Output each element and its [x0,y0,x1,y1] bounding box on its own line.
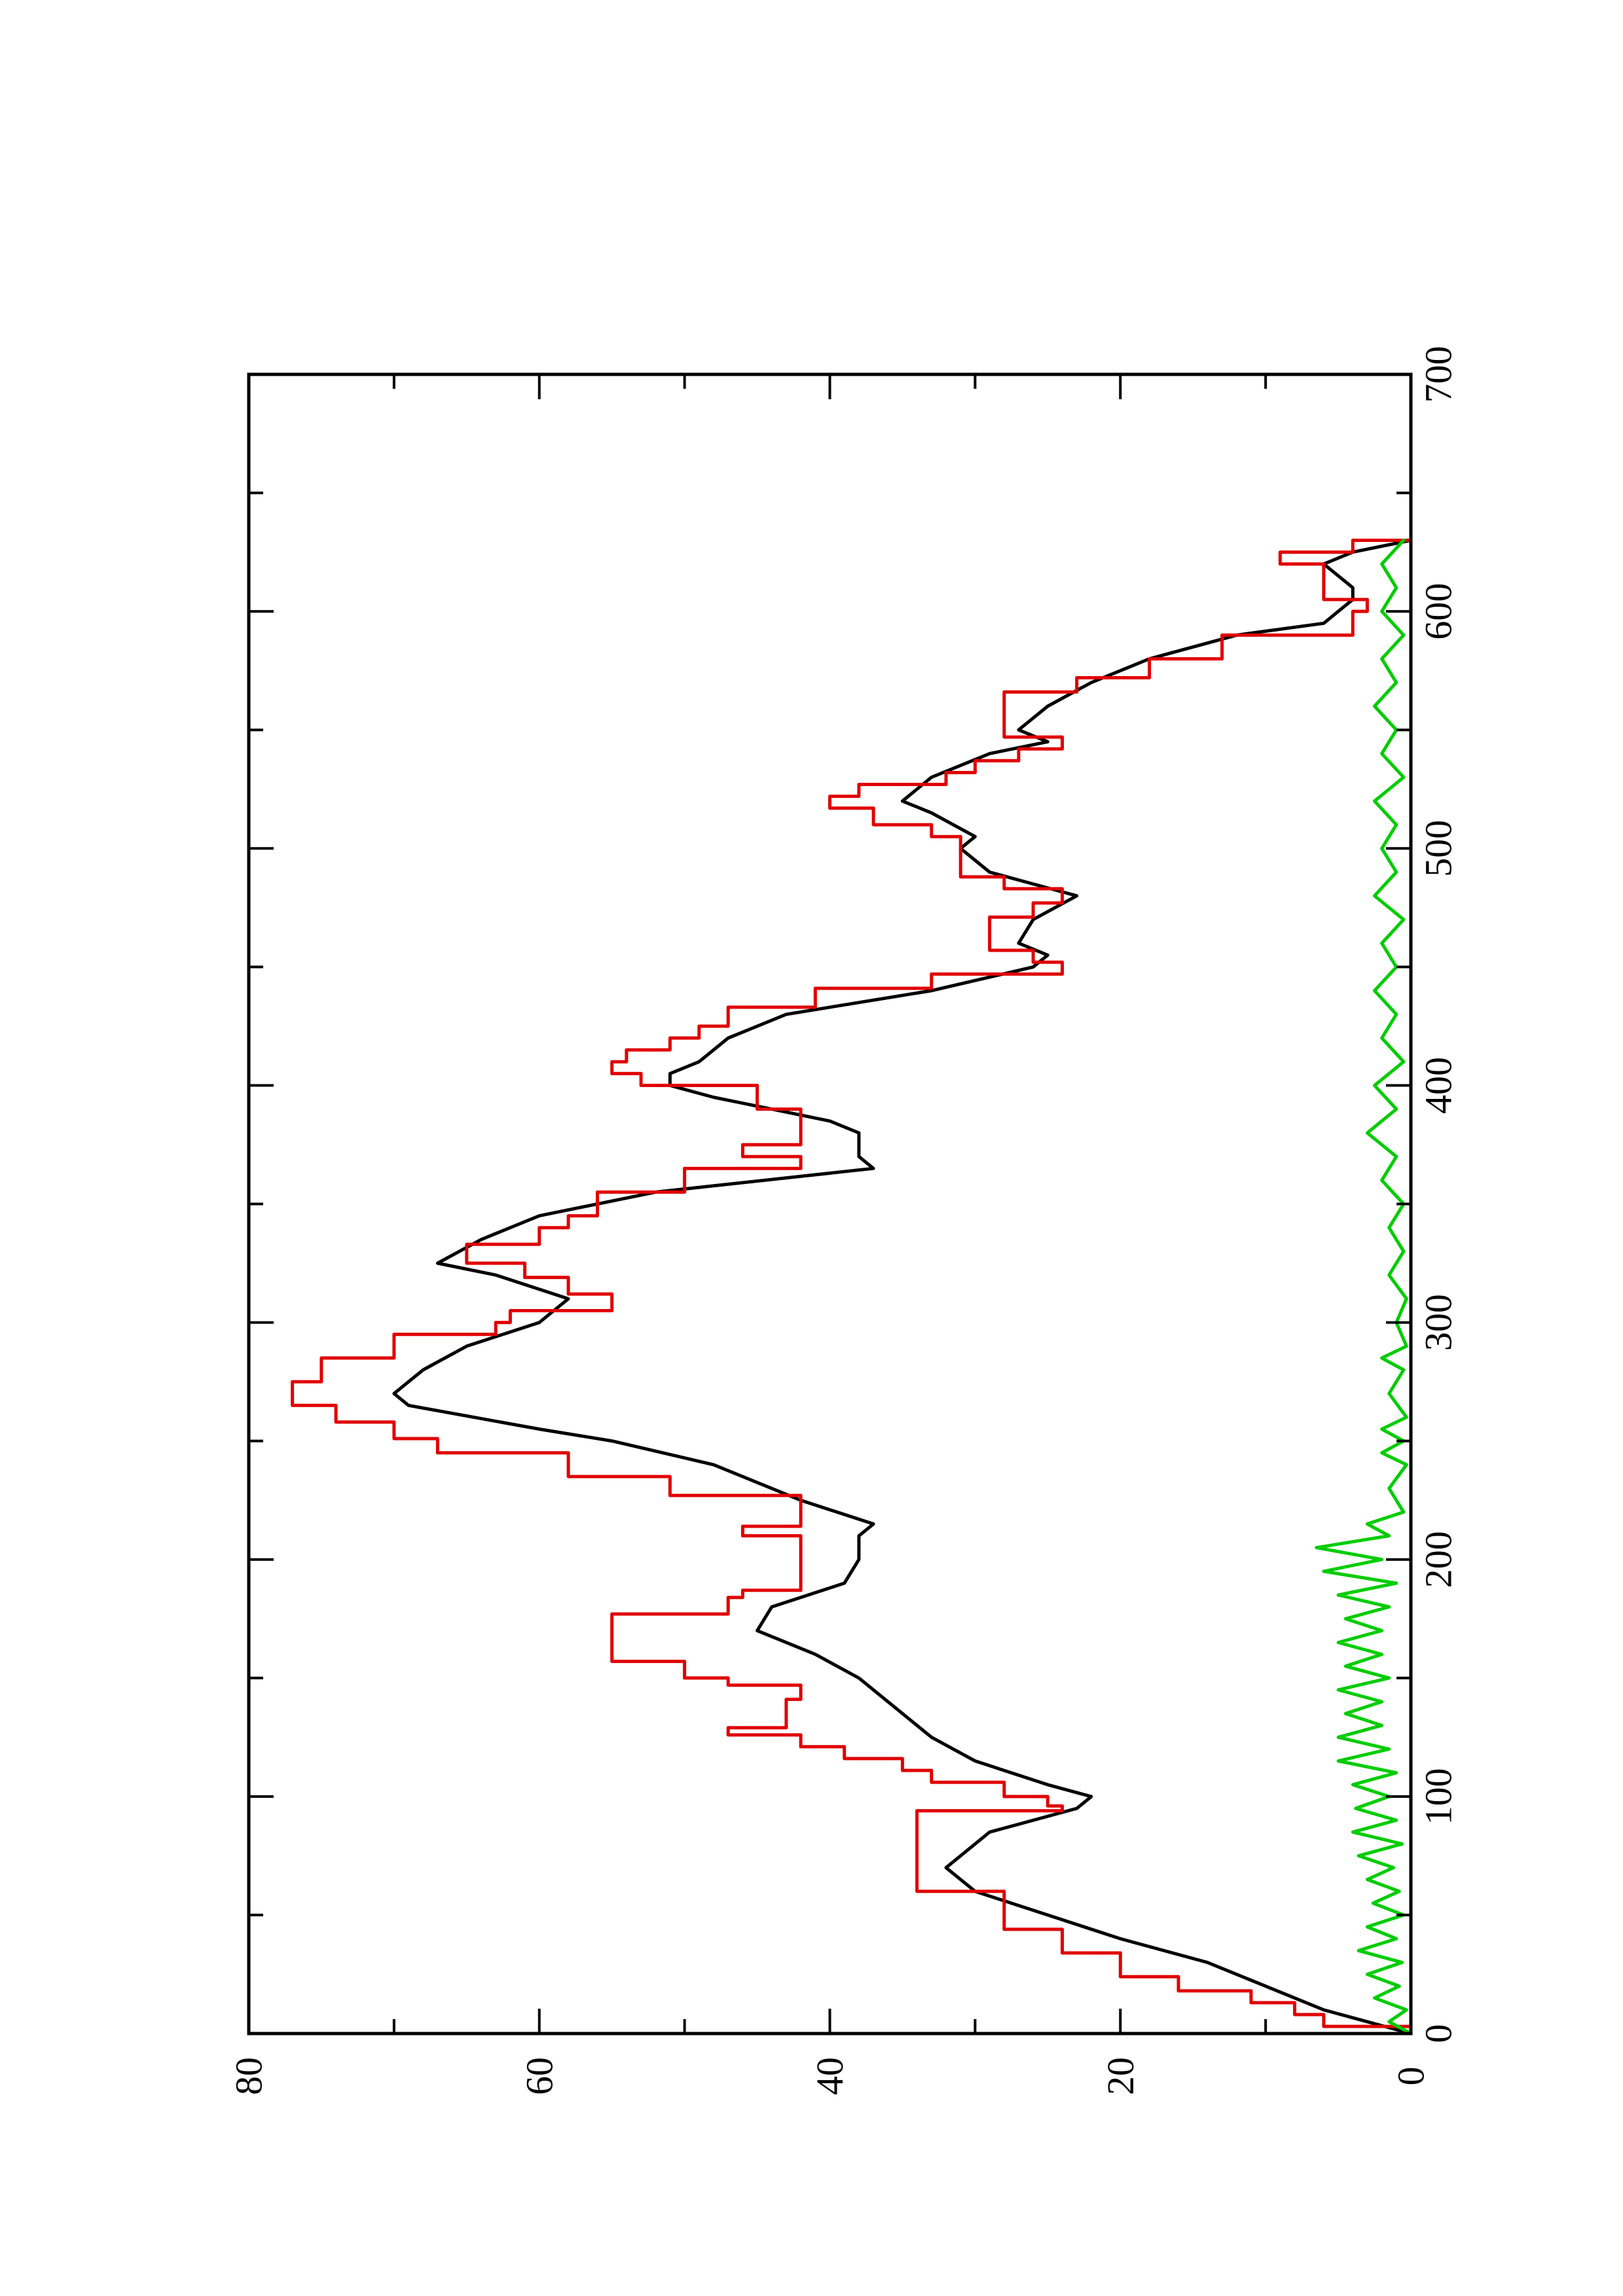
x-tick-label: 100 [1417,1768,1460,1825]
x-tick-label: 300 [1417,1294,1460,1351]
y-tick-label: 60 [518,2057,560,2095]
x-tick-label: 0 [1417,2024,1460,2043]
labels-layer: 0 100 200 300 400 500 600 700 0 20 40 60 80 [228,346,1460,2096]
series-line-2 [1315,539,1413,2036]
y-tick-label: 20 [1099,2057,1142,2095]
series-line-0 [392,539,1413,2036]
y-tick-label: 80 [228,2057,270,2095]
ticks-layer [247,373,1412,2035]
y-tick-label: 0 [1390,2067,1432,2086]
x-tick-label: 600 [1417,583,1460,640]
x-tick-label: 500 [1417,820,1460,877]
series-line-1 [291,539,1413,2036]
series-layer [291,539,1413,2036]
x-tick-label: 200 [1417,1531,1460,1588]
x-tick-label: 700 [1417,346,1460,403]
y-tick-label: 40 [809,2057,851,2095]
plot-frame [247,372,1413,2036]
x-tick-label: 400 [1417,1057,1460,1114]
